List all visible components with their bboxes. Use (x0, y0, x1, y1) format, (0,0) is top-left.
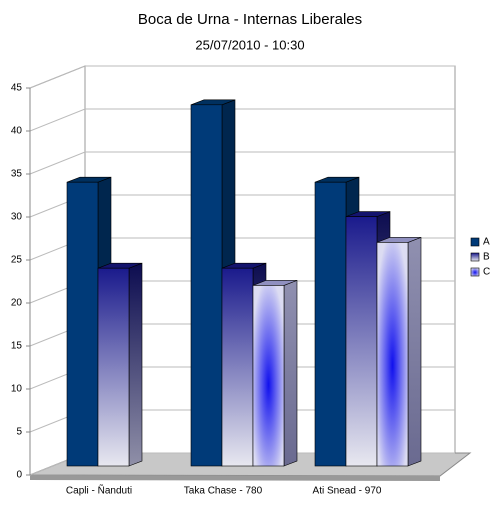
y-tick-label: 40 (11, 126, 23, 137)
legend-label: C (483, 267, 490, 278)
legend-swatch (470, 267, 480, 277)
legend-swatch (470, 252, 480, 262)
y-tick-label: 25 (11, 255, 23, 266)
y-tick-label: 5 (16, 427, 22, 438)
legend-label: A (483, 237, 490, 248)
bar (376, 242, 409, 467)
y-tick-label: 35 (11, 169, 23, 180)
bar-side (407, 236, 422, 467)
floor-edge (30, 475, 440, 481)
y-tick-label: 15 (11, 341, 23, 352)
bar-side (128, 262, 143, 467)
legend-swatch (470, 237, 480, 247)
bar (314, 181, 347, 467)
bar (190, 104, 223, 467)
x-tick-label: Taka Chase - 780 (184, 486, 263, 497)
y-tick-label: 30 (11, 212, 23, 223)
chart-subtitle: 25/07/2010 - 10:30 (195, 37, 304, 52)
y-tick-label: 45 (11, 83, 23, 94)
bar-side (283, 279, 298, 467)
y-tick-label: 0 (16, 470, 22, 481)
grid-line (29, 65, 455, 89)
grid-line (29, 151, 455, 175)
y-tick-label: 10 (11, 384, 23, 395)
legend-label: B (483, 252, 490, 263)
bar (97, 267, 130, 467)
grid-line (29, 108, 455, 132)
bar (221, 267, 254, 467)
x-tick-label: Capli - Ñanduti (66, 484, 132, 497)
bar (345, 216, 378, 467)
x-tick-label: Ati Snead - 970 (313, 486, 382, 497)
chart-title: Boca de Urna - Internas Liberales (138, 11, 362, 28)
bar (252, 285, 285, 467)
bar (66, 181, 99, 467)
y-tick-label: 20 (11, 298, 23, 309)
